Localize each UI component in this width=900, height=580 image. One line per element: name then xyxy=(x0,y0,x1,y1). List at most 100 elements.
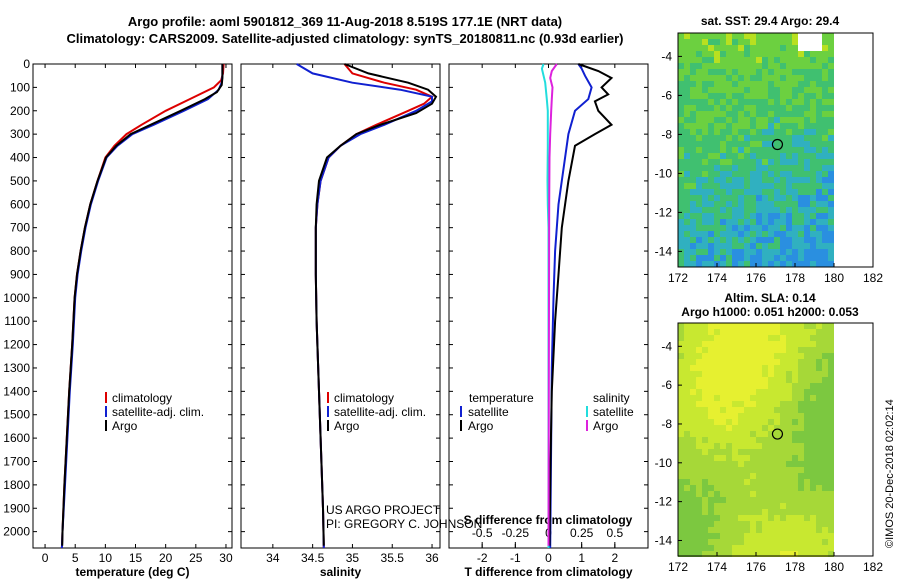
map-cell xyxy=(816,231,822,237)
map-cell xyxy=(804,57,810,63)
map-cell xyxy=(696,431,702,437)
map-cell xyxy=(810,93,816,99)
map-cell xyxy=(750,249,756,255)
map-cell xyxy=(798,365,804,371)
map-cell xyxy=(822,237,828,243)
map-cell xyxy=(798,129,804,135)
map-cell xyxy=(684,329,690,335)
map-cell xyxy=(804,177,810,183)
map-cell xyxy=(720,485,726,491)
map-cell xyxy=(684,473,690,479)
map-cell xyxy=(690,401,696,407)
map-cell xyxy=(816,225,822,231)
map-cell xyxy=(768,177,774,183)
map-cell xyxy=(816,183,822,189)
map-cell xyxy=(708,341,714,347)
map-cell xyxy=(684,117,690,123)
map-cell xyxy=(762,383,768,389)
map-cell xyxy=(780,201,786,207)
map-cell xyxy=(756,329,762,335)
map-cell xyxy=(720,509,726,515)
map-cell xyxy=(786,141,792,147)
map-cell xyxy=(798,389,804,395)
map-cell xyxy=(738,99,744,105)
map-cell xyxy=(756,491,762,497)
map-cell xyxy=(810,551,816,557)
map-cell xyxy=(720,491,726,497)
map-cell xyxy=(762,57,768,63)
map-cell xyxy=(828,413,834,419)
map-cell xyxy=(726,461,732,467)
map-cell xyxy=(726,323,732,329)
map-cell xyxy=(756,213,762,219)
map-cell xyxy=(792,87,798,93)
map-cell xyxy=(678,63,684,69)
map-cell xyxy=(804,195,810,201)
map-cell xyxy=(768,99,774,105)
map-cell xyxy=(708,419,714,425)
map-cell xyxy=(708,57,714,63)
map-cell xyxy=(690,81,696,87)
map-cell xyxy=(738,341,744,347)
map-cell xyxy=(786,341,792,347)
map-cell xyxy=(714,467,720,473)
map-cell xyxy=(726,177,732,183)
map-cell xyxy=(828,479,834,485)
map-cell xyxy=(702,539,708,545)
map-cell xyxy=(738,329,744,335)
map-cell xyxy=(708,33,714,39)
map-cell xyxy=(714,449,720,455)
map-cell xyxy=(738,147,744,153)
map-cell xyxy=(756,195,762,201)
map-cell xyxy=(714,147,720,153)
map-cell xyxy=(762,323,768,329)
map-cell xyxy=(780,497,786,503)
map-cell xyxy=(690,195,696,201)
legend-label-t-argo: Argo xyxy=(468,419,494,433)
map-cell xyxy=(750,443,756,449)
map-cell xyxy=(756,99,762,105)
map-cell xyxy=(750,515,756,521)
map-cell xyxy=(810,99,816,105)
map-cell xyxy=(804,521,810,527)
map-cell xyxy=(822,39,828,45)
map-cell xyxy=(774,425,780,431)
map-cell xyxy=(762,395,768,401)
map-cell xyxy=(828,431,834,437)
map-cell xyxy=(744,171,750,177)
map-cell xyxy=(696,479,702,485)
map-cell xyxy=(780,347,786,353)
map-cell xyxy=(732,497,738,503)
map-cell xyxy=(744,45,750,51)
map-cell xyxy=(684,45,690,51)
map-cell xyxy=(756,389,762,395)
map-cell xyxy=(786,407,792,413)
map-cell xyxy=(744,75,750,81)
map-cell xyxy=(756,117,762,123)
map-cell xyxy=(714,225,720,231)
map-cell xyxy=(708,93,714,99)
map-cell xyxy=(786,189,792,195)
map-cell xyxy=(726,255,732,261)
map-cell xyxy=(792,129,798,135)
map-cell xyxy=(780,443,786,449)
map-cell xyxy=(744,39,750,45)
map-cell xyxy=(732,467,738,473)
map-cell xyxy=(744,437,750,443)
map-cell xyxy=(756,335,762,341)
map-cell xyxy=(744,497,750,503)
map-cell xyxy=(792,353,798,359)
map-cell xyxy=(690,207,696,213)
map-cell xyxy=(738,45,744,51)
map-cell xyxy=(738,449,744,455)
map-cell xyxy=(828,437,834,443)
map-cell xyxy=(708,497,714,503)
map-cell xyxy=(798,255,804,261)
map-cell xyxy=(732,105,738,111)
map-cell xyxy=(810,497,816,503)
map-cell xyxy=(768,425,774,431)
map-cell xyxy=(732,389,738,395)
map-cell xyxy=(690,431,696,437)
map-cell xyxy=(774,521,780,527)
map-cell xyxy=(744,117,750,123)
